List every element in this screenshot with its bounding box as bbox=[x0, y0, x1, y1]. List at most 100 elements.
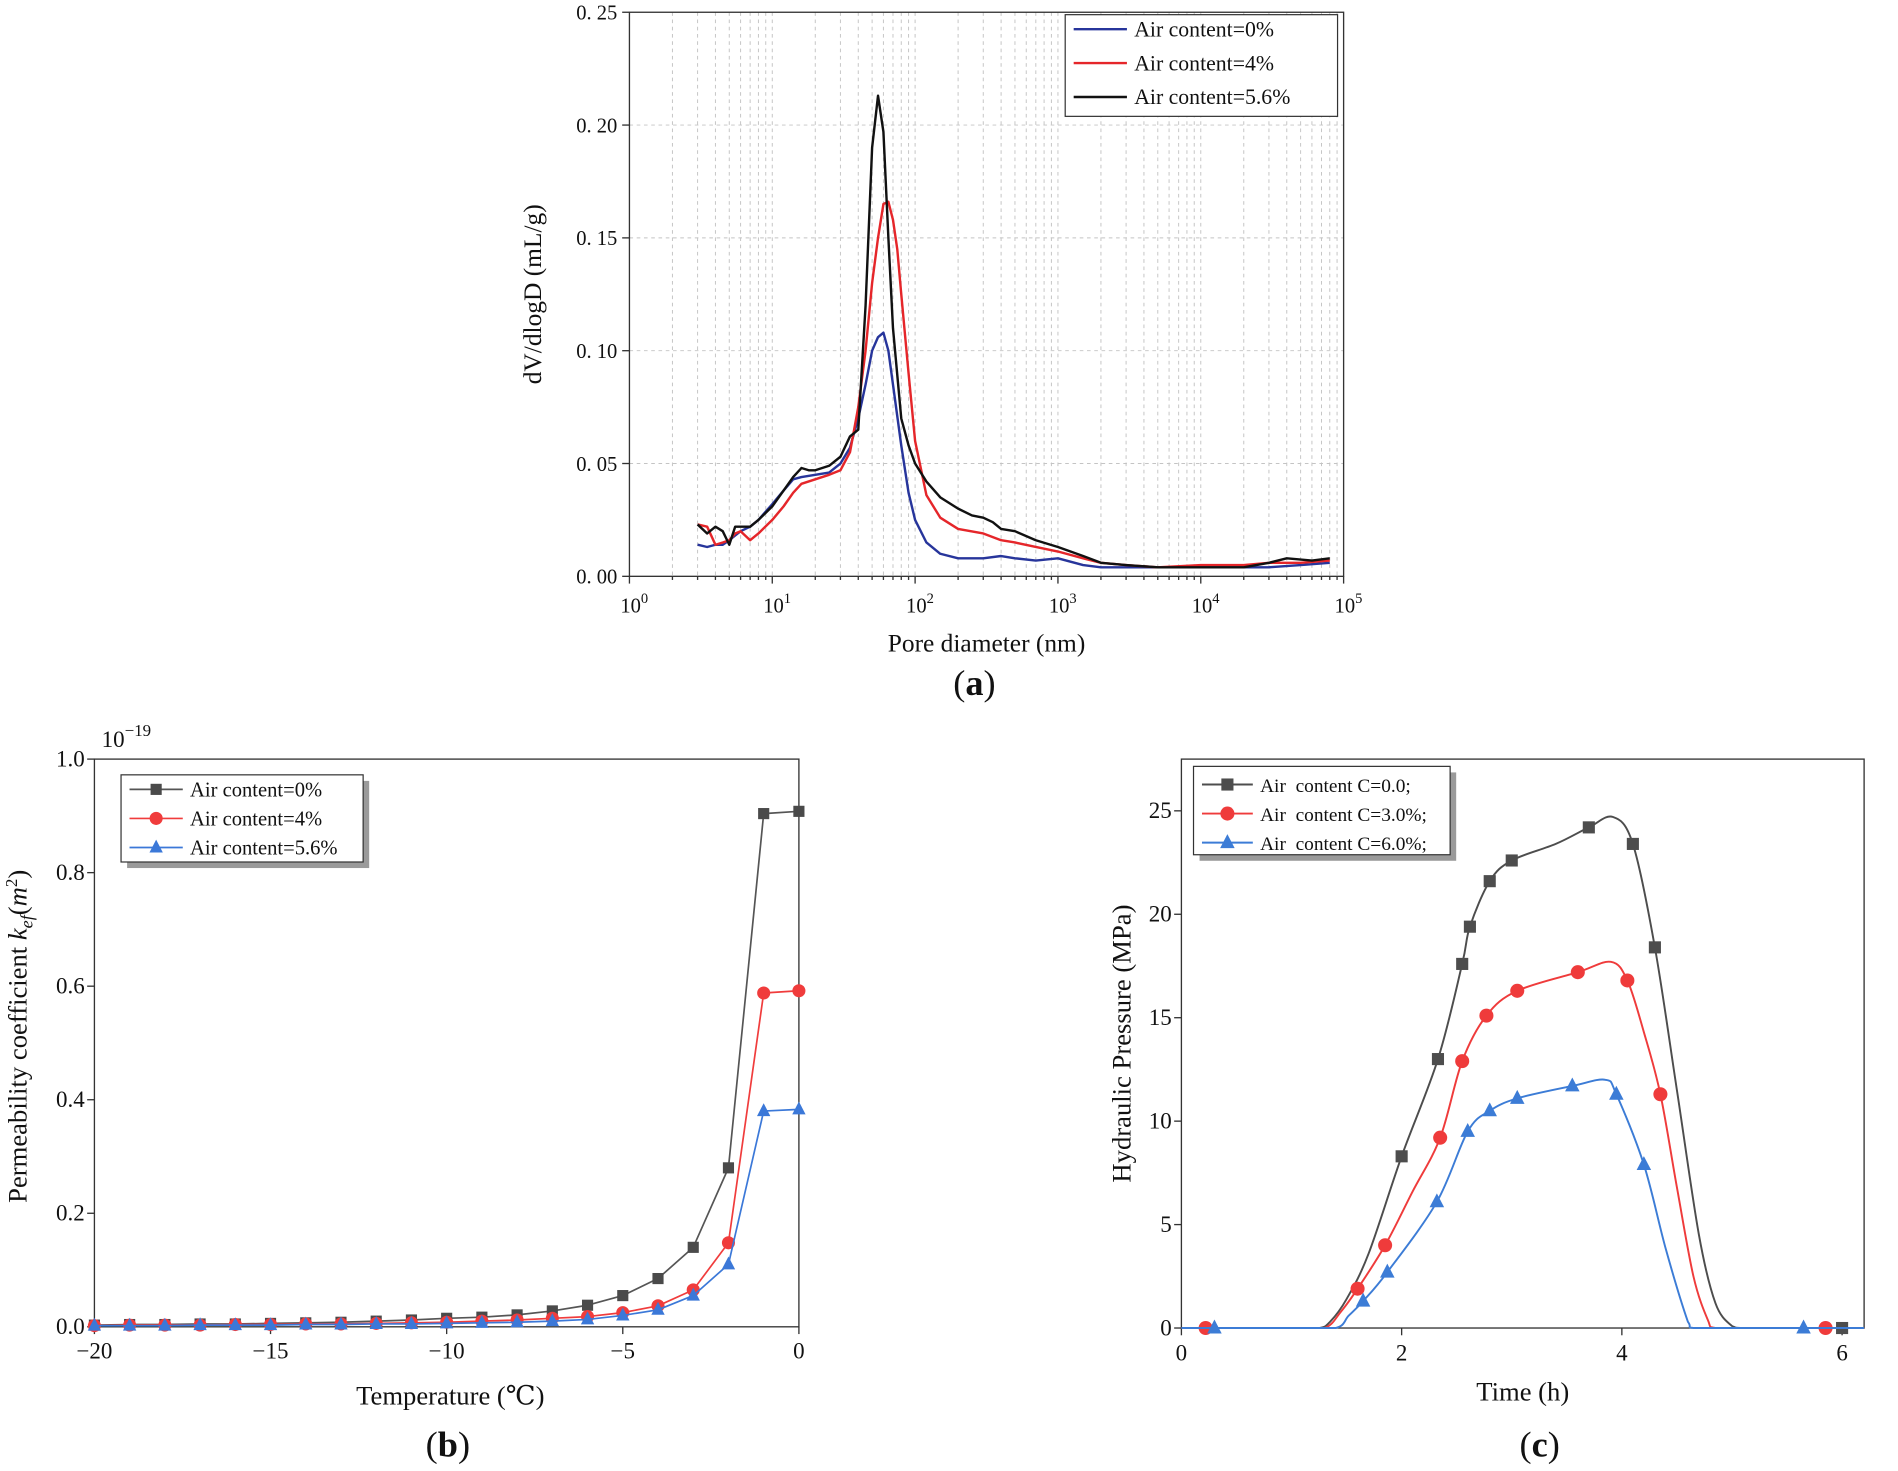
y-axis-tick-label: 0. 15 bbox=[576, 228, 617, 250]
data-point-marker bbox=[721, 1236, 735, 1250]
data-point-marker bbox=[721, 1256, 736, 1270]
x-axis-tick-label-exponent: 3 bbox=[1069, 591, 1076, 607]
data-point-marker bbox=[580, 1311, 595, 1325]
x-axis-tick-label: 4 bbox=[1616, 1341, 1628, 1366]
series-a-1 bbox=[697, 200, 1330, 569]
y-axis-title-variable: k bbox=[3, 927, 33, 940]
data-point-marker bbox=[652, 1272, 664, 1285]
data-point-marker bbox=[158, 1317, 172, 1331]
x-axis-tick-label: −10 bbox=[429, 1338, 465, 1363]
y-axis-tick-label: 0.6 bbox=[56, 973, 85, 998]
data-point-marker bbox=[1395, 1150, 1408, 1163]
data-point-marker bbox=[1510, 983, 1525, 998]
data-point-marker bbox=[758, 808, 770, 820]
data-point-marker bbox=[228, 1317, 242, 1331]
legend-label: Air content=5.6% bbox=[190, 838, 338, 860]
x-axis-title: Time (h) bbox=[1476, 1377, 1569, 1407]
y-axis-title-superscript: 2 bbox=[2, 879, 21, 887]
y-axis-tick-label: 5 bbox=[1160, 1212, 1172, 1237]
y-axis-title-unit: m bbox=[3, 887, 33, 906]
y-axis-tick-label: 0.2 bbox=[56, 1201, 85, 1226]
data-point-marker bbox=[686, 1287, 700, 1301]
series-line bbox=[94, 989, 799, 1327]
y-axis-title-text: Permeability coefficient bbox=[3, 940, 33, 1203]
x-axis-tick-label-base: 10 bbox=[763, 596, 784, 618]
legend-marker bbox=[149, 839, 163, 853]
panel-label-paren-close: ) bbox=[458, 1424, 470, 1464]
x-axis-tick-label: 100 bbox=[620, 591, 648, 618]
legend-marker bbox=[1220, 834, 1235, 849]
y-axis-multiplier: 10−19 bbox=[102, 721, 151, 752]
data-point-marker bbox=[651, 1301, 665, 1315]
legend-label: Air content C=3.0%; bbox=[1260, 805, 1427, 826]
x-axis-tick-label-exponent: 1 bbox=[784, 591, 791, 607]
legend-marker bbox=[1220, 806, 1235, 821]
series-a-2 bbox=[696, 94, 1330, 569]
data-point-marker bbox=[475, 1314, 489, 1328]
legend-label: Air content=4% bbox=[190, 809, 322, 831]
data-point-marker bbox=[1570, 965, 1585, 980]
x-axis-tick-label: 104 bbox=[1192, 591, 1221, 618]
legend-box bbox=[1064, 14, 1339, 117]
data-point-marker bbox=[263, 1317, 278, 1331]
data-point-marker bbox=[1463, 920, 1476, 933]
data-point-marker bbox=[581, 1299, 594, 1311]
panel-label: (a) bbox=[953, 663, 995, 703]
plot-frame bbox=[628, 11, 1345, 577]
data-point-marker bbox=[756, 1103, 771, 1117]
data-point-marker bbox=[1355, 1292, 1371, 1307]
y-axis-tick-label: 0. 10 bbox=[576, 341, 617, 363]
y-axis-tick-label: 20 bbox=[1149, 902, 1172, 927]
series-line bbox=[1181, 815, 1865, 1329]
panel-label-paren-open: ( bbox=[1520, 1424, 1532, 1464]
data-point-marker bbox=[87, 1317, 102, 1331]
legend-label: Air content C=6.0%; bbox=[1260, 834, 1427, 855]
data-point-marker bbox=[404, 1316, 419, 1329]
plot-frame bbox=[1180, 758, 1865, 1329]
data-point-marker bbox=[1482, 1102, 1497, 1117]
x-axis-tick-label: 105 bbox=[1335, 591, 1363, 618]
y-axis-tick-label: 10 bbox=[1149, 1108, 1172, 1133]
data-point-marker bbox=[1431, 1053, 1445, 1066]
panel-label: (c) bbox=[1520, 1424, 1560, 1464]
grid bbox=[629, 12, 1344, 577]
y-axis-tick-label: 0. 20 bbox=[576, 115, 617, 137]
data-point-marker bbox=[792, 984, 806, 998]
panel-label-letter: c bbox=[1532, 1424, 1548, 1464]
y-axis-title: Permeability coefficient kef(m2) bbox=[2, 870, 37, 1203]
data-point-marker bbox=[722, 1162, 735, 1174]
data-point-marker bbox=[793, 805, 805, 817]
x-axis-tick-label-base: 10 bbox=[1192, 596, 1213, 618]
data-point-marker bbox=[1433, 1130, 1448, 1145]
y-axis-tick-label: 25 bbox=[1149, 798, 1172, 823]
x-axis-tick-label: 0 bbox=[1176, 1341, 1188, 1366]
legend-label: Air content=0% bbox=[1134, 17, 1274, 41]
panel-label: (b) bbox=[426, 1424, 470, 1464]
legend-marker bbox=[150, 783, 162, 795]
y-axis-tick-label: 0. 05 bbox=[576, 454, 617, 476]
x-axis-tick-label: 102 bbox=[906, 591, 934, 618]
y-axis-title: Hydraulic Pressure (MPa) bbox=[1107, 905, 1137, 1183]
y-axis-tick-label: 0. 00 bbox=[576, 567, 617, 589]
data-point-marker bbox=[1483, 875, 1496, 888]
data-point-marker bbox=[1565, 1077, 1580, 1092]
y-axis-tick-label: 0 bbox=[1160, 1315, 1172, 1340]
data-point-marker bbox=[1479, 1008, 1494, 1023]
y-axis-title-paren-close: ) bbox=[3, 870, 33, 879]
data-point-marker bbox=[299, 1316, 313, 1330]
data-point-marker bbox=[1609, 1085, 1624, 1100]
data-point-marker bbox=[545, 1313, 560, 1327]
data-point-marker bbox=[1796, 1319, 1811, 1334]
y-axis-tick-label: 0.4 bbox=[56, 1087, 85, 1112]
data-point-marker bbox=[1636, 1156, 1652, 1171]
x-axis-tick-label: −20 bbox=[76, 1338, 112, 1363]
y-axis-multiplier-base: 10 bbox=[102, 727, 125, 752]
x-axis-tick-label: 103 bbox=[1049, 591, 1077, 618]
y-axis-tick-label: 0.8 bbox=[56, 860, 85, 885]
panel-label-paren-close: ) bbox=[983, 663, 995, 703]
data-point-marker bbox=[1626, 837, 1639, 850]
series-line bbox=[1181, 1078, 1865, 1329]
